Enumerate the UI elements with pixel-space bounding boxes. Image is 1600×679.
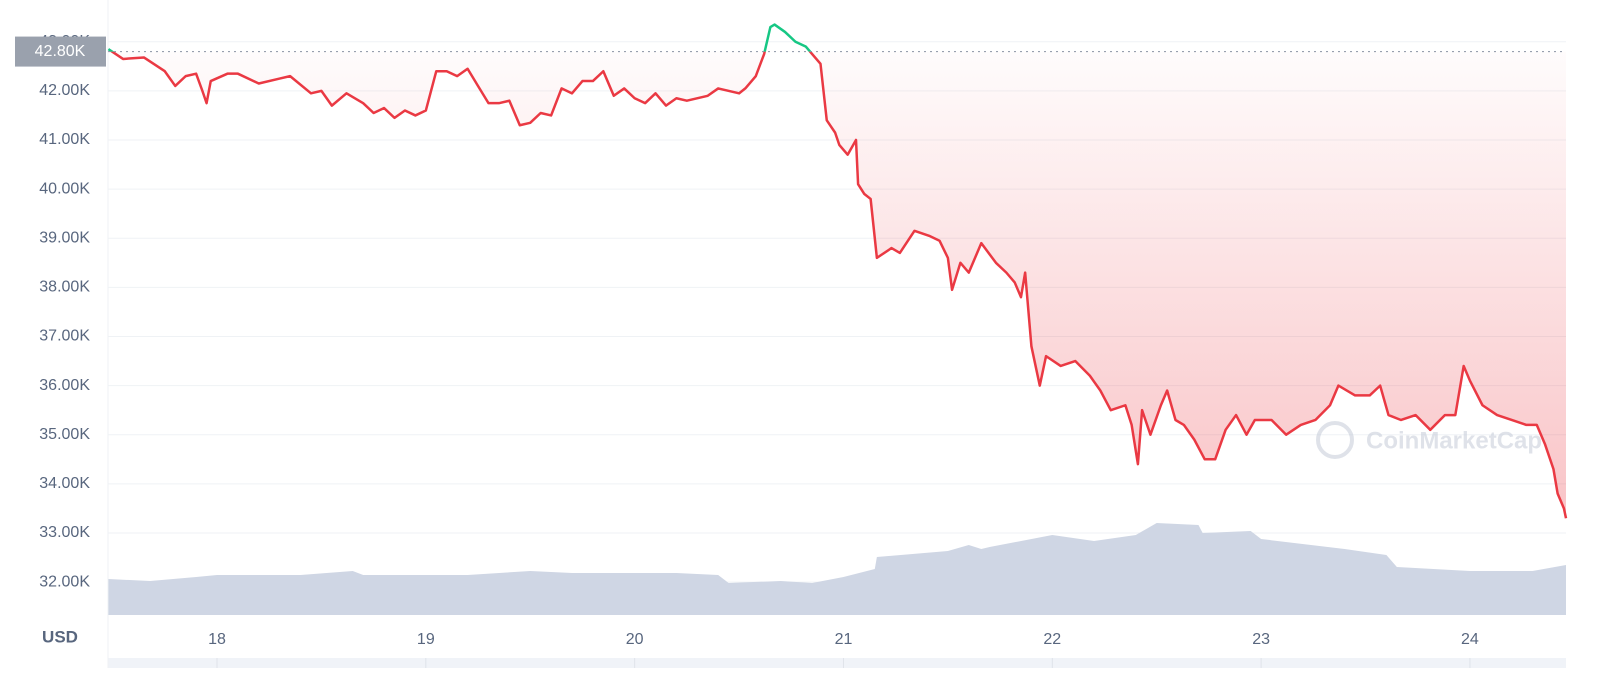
- x-tick-label: 21: [835, 631, 853, 648]
- y-tick-label: 35.00K: [39, 426, 90, 443]
- x-tick-label: 18: [208, 631, 226, 648]
- y-tick-label: 39.00K: [39, 229, 90, 246]
- watermark: CoinMarketCap: [1366, 427, 1542, 454]
- x-tick-label: 23: [1252, 631, 1270, 648]
- y-tick-label: 34.00K: [39, 475, 90, 492]
- baseline-badge: [15, 36, 106, 67]
- watermark-logo: [1316, 421, 1354, 459]
- x-tick-label: 22: [1043, 631, 1061, 648]
- x-tick-label: 20: [626, 631, 644, 648]
- x-tick-label: 24: [1461, 631, 1479, 648]
- y-tick-label: 40.00K: [39, 180, 90, 197]
- volume-area: [108, 523, 1567, 615]
- baseline-label: 42.80K: [35, 43, 86, 60]
- y-tick-label: 42.00K: [39, 82, 90, 99]
- y-tick-label: 37.00K: [39, 328, 90, 345]
- price-line: [109, 51, 1568, 519]
- x-tick-label: 19: [417, 631, 435, 648]
- y-tick-label: 38.00K: [39, 279, 90, 296]
- y-tick-label: 41.00K: [39, 131, 90, 148]
- x-axis-strip: [108, 658, 1566, 668]
- y-tick-label: 36.00K: [39, 377, 90, 394]
- unit-label: USD: [42, 627, 78, 646]
- price-fill: [108, 51, 1566, 519]
- y-tick-label: 32.00K: [39, 573, 90, 590]
- y-tick-label: 33.00K: [39, 524, 90, 541]
